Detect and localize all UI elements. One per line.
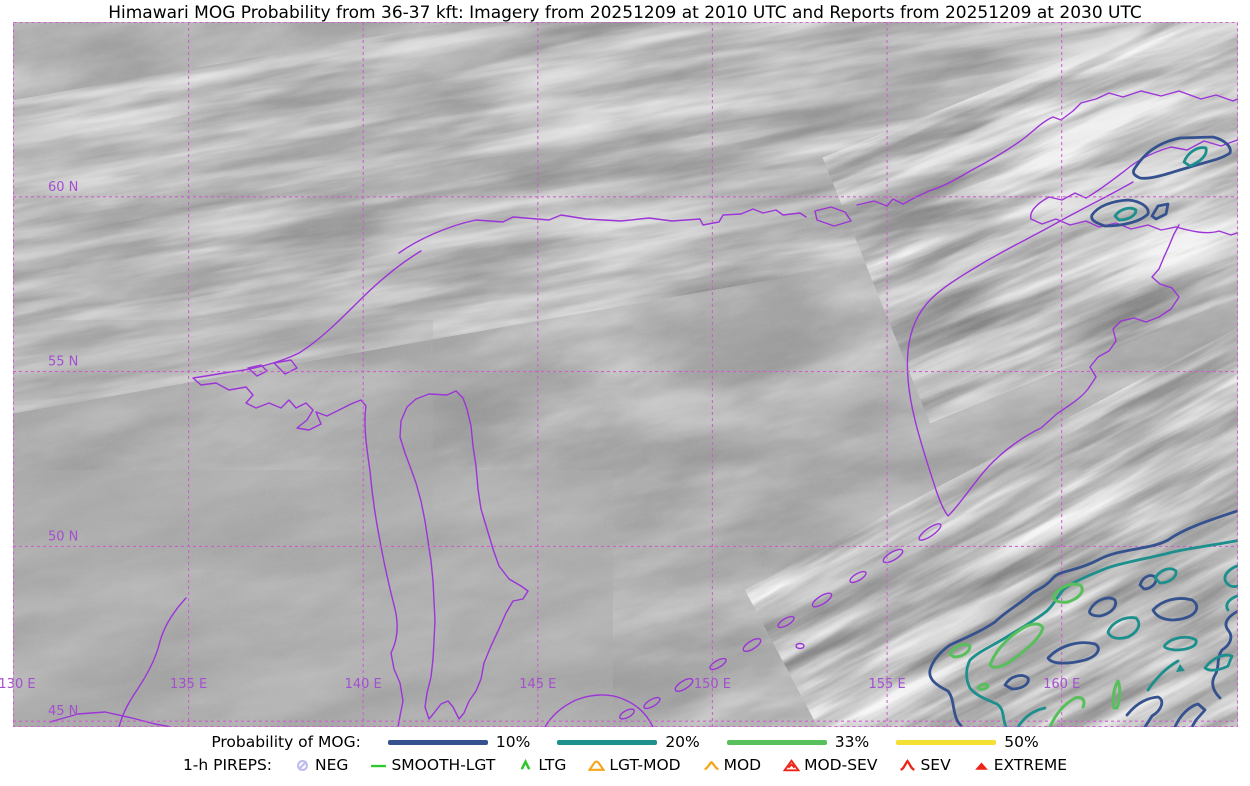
pirep-item-label: SMOOTH-LGT [391, 756, 496, 774]
probability-legend-item: 33% [726, 733, 870, 751]
lat-label: 60 N [48, 180, 78, 195]
coastlines [49, 90, 1238, 727]
probability-legend: Probability of MOG: 10% 20% 33% 50% [0, 733, 1250, 751]
pirep-item-label: LGT-MOD [609, 756, 681, 774]
pirep-legend-item: SMOOTH-LGT [370, 756, 495, 774]
pireps-legend: 1-h PIREPS: NEG SMOOTH-LGT LTG LGT-MOD MOD MO… [0, 756, 1250, 774]
smooth-icon [371, 764, 387, 767]
kuril-islands [619, 523, 942, 720]
probability-item-label: 20% [665, 733, 700, 751]
probability-legend-label: Probability of MOG: [211, 733, 361, 751]
pireps-legend-label: 1-h PIREPS: [182, 756, 273, 774]
pirep-legend-item: LTG [517, 756, 566, 774]
pirep-item-label: MOD-SEV [804, 756, 878, 774]
probability-line-swatch [387, 739, 488, 745]
pirep-legend-item: NEG [294, 756, 348, 774]
pirep-legend-item: EXTREME [973, 756, 1067, 774]
lat-label: 45 N [48, 704, 78, 719]
probability-line-swatch [896, 739, 997, 745]
lon-label: 140 E [345, 677, 382, 692]
pirep-item-label: EXTREME [993, 756, 1068, 774]
lon-label: 135 E [170, 677, 207, 692]
probability-contours [928, 135, 1238, 727]
graticule-labels: 60 N 55 N 50 N 45 N 130 E 135 E 140 E 145 E 150 … [0, 180, 1080, 719]
graticule [13, 22, 1238, 727]
ltg-icon [521, 758, 531, 770]
map-border [12, 21, 1239, 728]
pirep-item-label: LTG [538, 756, 567, 774]
sev-icon [900, 758, 916, 771]
lgt-mod-icon [588, 760, 606, 771]
extreme-icon [974, 762, 988, 770]
probability-item-label: 10% [495, 733, 531, 751]
neg-icon [297, 759, 309, 771]
probability-line-swatch [726, 739, 827, 745]
mod-icon [703, 760, 719, 770]
pirep-legend-item: LGT-MOD [588, 756, 681, 774]
lon-label: 155 E [869, 677, 906, 692]
probability-legend-item: 20% [557, 733, 700, 751]
pirep-legend-item: MOD [703, 756, 762, 774]
lon-label: 160 E [1043, 677, 1080, 692]
probability-legend-item: 50% [896, 733, 1039, 751]
probability-item-label: 50% [1004, 733, 1039, 751]
probability-legend-item: 10% [387, 733, 531, 751]
lat-label: 55 N [48, 355, 78, 370]
probability-line-swatch [557, 739, 658, 745]
pirep-legend-item: MOD-SEV [783, 756, 877, 774]
lon-label: 150 E [694, 677, 731, 692]
pirep-item-label: NEG [315, 756, 349, 774]
lat-label: 50 N [48, 529, 78, 544]
lon-label: 145 E [519, 677, 556, 692]
lon-label: 130 E [0, 677, 36, 692]
pirep-legend-item: SEV [899, 756, 951, 774]
page-title: Himawari MOG Probability from 36-37 kft:… [108, 3, 1142, 23]
mod-sev-icon [783, 758, 801, 771]
pirep-item-label: MOD [723, 756, 762, 774]
probability-item-label: 33% [834, 733, 870, 751]
pirep-item-label: SEV [920, 756, 951, 774]
